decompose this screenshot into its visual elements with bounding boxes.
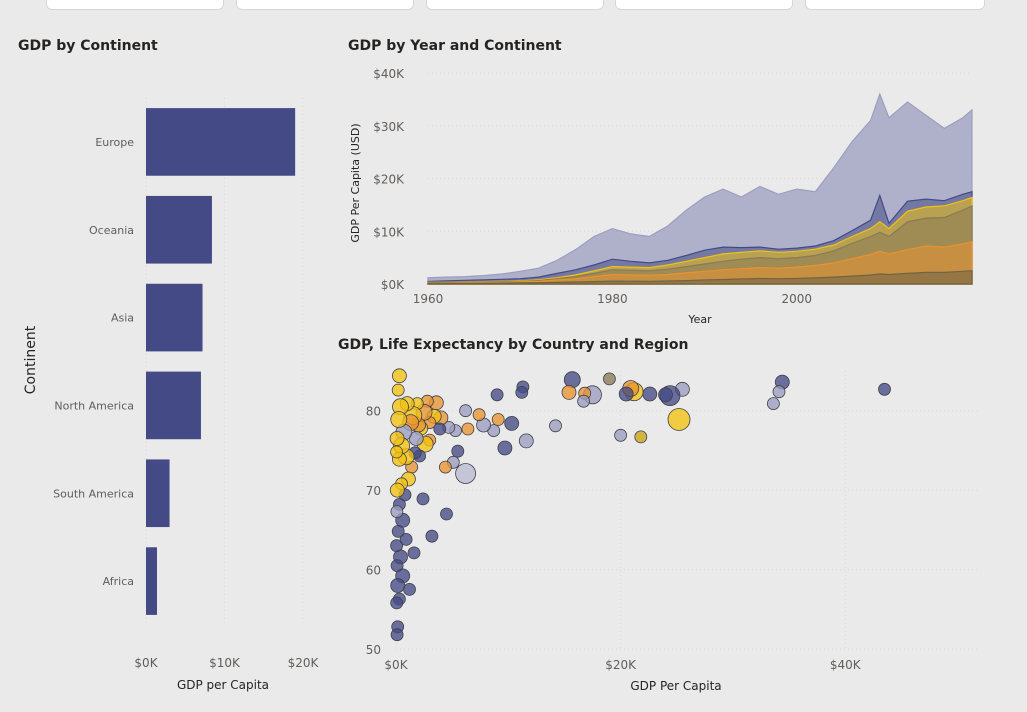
area-y-tick-label: $40K <box>373 67 405 81</box>
scatter-point <box>658 387 673 403</box>
scatter-point <box>399 533 413 546</box>
scatter-x-tick-label: $0K <box>384 658 408 672</box>
scatter-point <box>515 385 529 399</box>
scatter-point <box>561 384 577 400</box>
area-chart-title: GDP by Year and Continent <box>348 38 562 54</box>
bar-oceania <box>146 195 212 264</box>
scatter-point <box>577 394 590 408</box>
area-series-6 <box>427 270 973 285</box>
scatter-point <box>563 371 581 389</box>
scatter-point <box>772 385 786 399</box>
scatter-point <box>459 404 473 418</box>
bar-category-label: Oceania <box>89 224 134 237</box>
filter-tile-4[interactable] <box>615 0 793 10</box>
area-x-tick-label: 2000 <box>782 292 813 306</box>
scatter-point <box>391 525 405 538</box>
scatter-point <box>390 445 404 459</box>
bar-category-label: Africa <box>103 575 134 588</box>
scatter-point <box>403 583 416 596</box>
area-y-tick-label: $20K <box>373 173 405 187</box>
scatter-point <box>472 408 486 422</box>
scatter-point <box>549 419 562 433</box>
scatter-point <box>667 408 691 431</box>
scatter-point <box>451 444 465 458</box>
area-x-tick-label: 1980 <box>597 292 628 306</box>
bar-y-axis-label: Continent <box>23 325 39 394</box>
bar-south-america <box>146 459 170 528</box>
area-series-1 <box>427 92 973 285</box>
scatter-point <box>440 507 453 521</box>
scatter-y-tick-label: 60 <box>366 564 381 578</box>
bar-chart[interactable]: Continent GDP per Capita $0K $10K $20K Euro… <box>0 0 330 700</box>
area-chart[interactable]: GDP Per Capita (USD) Year $0K $10K $20K $30… <box>0 0 1027 340</box>
bar-north-america <box>146 371 201 440</box>
scatter-point <box>390 411 408 428</box>
bar-chart-title: GDP by Continent <box>18 38 158 54</box>
scatter-point <box>634 430 648 444</box>
scatter-x-tick-label: $40K <box>830 658 862 672</box>
scatter-y-tick-label: 70 <box>366 484 381 498</box>
area-series-5 <box>427 241 973 285</box>
bar-africa <box>146 547 157 615</box>
area-x-tick-label: 1960 <box>413 292 444 306</box>
filter-tile-2[interactable] <box>236 0 414 10</box>
filter-tile-5[interactable] <box>805 0 985 10</box>
scatter-point <box>389 431 405 446</box>
bar-europe <box>146 108 296 176</box>
bar-category-label: North America <box>54 399 134 412</box>
scatter-chart-title: GDP, Life Expectancy by Country and Regi… <box>338 337 689 353</box>
bar-x-tick-label: $10K <box>209 656 241 670</box>
scatter-point <box>390 596 404 610</box>
scatter-point <box>390 559 404 572</box>
scatter-point <box>391 383 405 397</box>
scatter-point <box>425 529 439 543</box>
bar-category-label: Asia <box>111 312 134 325</box>
scatter-point <box>390 539 404 553</box>
scatter-x-axis-label: GDP Per Capita <box>630 679 721 693</box>
area-y-tick-label: $30K <box>373 120 405 134</box>
area-x-axis-label: Year <box>687 313 712 326</box>
bar-category-label: Europe <box>95 136 134 149</box>
scatter-point <box>389 482 405 498</box>
scatter-point <box>491 413 505 426</box>
scatter-y-tick-label: 50 <box>366 643 381 657</box>
area-y-tick-label: $10K <box>373 225 405 239</box>
area-y-tick-label: $0K <box>381 278 405 292</box>
area-y-axis-label: GDP Per Capita (USD) <box>349 123 362 242</box>
scatter-point <box>433 422 447 436</box>
scatter-point <box>878 382 891 396</box>
scatter-point <box>518 433 534 449</box>
scatter-point <box>767 397 780 411</box>
scatter-point <box>455 463 477 484</box>
bar-category-label: South America <box>53 487 134 500</box>
scatter-point <box>614 428 627 442</box>
scatter-point <box>490 388 504 402</box>
scatter-point <box>390 505 404 519</box>
scatter-point <box>438 460 452 474</box>
scatter-point <box>642 386 658 402</box>
scatter-point <box>504 415 520 431</box>
bar-x-tick-label: $20K <box>288 656 320 670</box>
scatter-point <box>461 422 475 436</box>
scatter-point <box>391 368 407 384</box>
scatter-point <box>603 372 616 386</box>
scatter-y-tick-label: 80 <box>366 405 381 419</box>
bar-asia <box>146 283 203 352</box>
scatter-point <box>390 628 404 642</box>
filter-tile-3[interactable] <box>426 0 604 10</box>
scatter-point <box>407 546 421 560</box>
scatter-point <box>416 492 430 506</box>
scatter-point <box>390 578 406 593</box>
bar-x-tick-label: $0K <box>134 656 158 670</box>
bar-x-axis-label: GDP per Capita <box>177 678 269 692</box>
scatter-point <box>618 386 634 402</box>
scatter-x-tick-label: $20K <box>605 658 637 672</box>
scatter-point <box>497 440 513 456</box>
filter-tile-1[interactable] <box>46 0 224 10</box>
